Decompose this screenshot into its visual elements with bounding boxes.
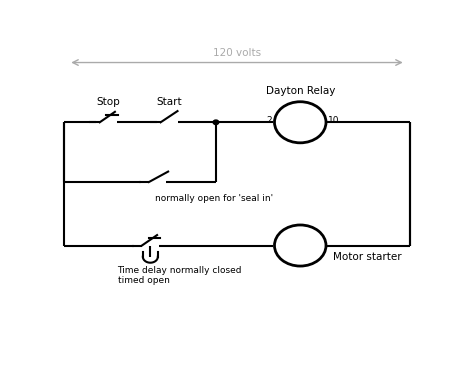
Text: Dayton Relay: Dayton Relay (265, 86, 335, 96)
Text: 2: 2 (266, 116, 272, 125)
Text: normally open for 'seal in': normally open for 'seal in' (155, 194, 273, 203)
Text: Start: Start (156, 97, 182, 107)
Text: Motor starter: Motor starter (333, 252, 401, 262)
Text: 120 volts: 120 volts (213, 48, 261, 58)
Text: Stop: Stop (96, 97, 120, 107)
Circle shape (213, 120, 219, 125)
Text: Time delay normally closed
timed open: Time delay normally closed timed open (118, 266, 242, 285)
Text: 10: 10 (328, 116, 340, 125)
